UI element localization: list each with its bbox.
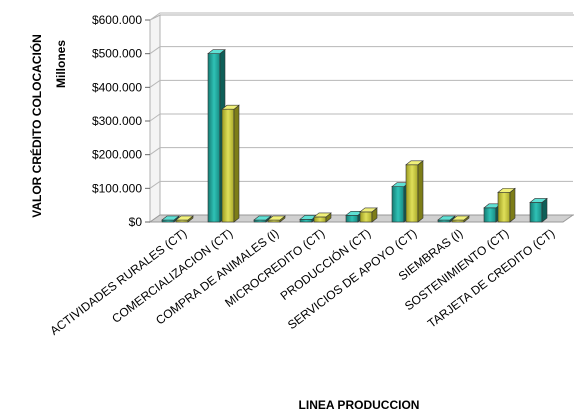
bar-top [161,215,180,221]
bar-top [313,212,332,218]
bar-top [437,215,456,221]
bar-front [207,53,221,223]
bar [359,207,378,223]
bar [313,212,332,223]
bar-front [529,202,543,223]
y-axis-title: VALOR CRÉDITO COLOCACIÓN [29,34,44,218]
y-tick-label: $500.000 [92,47,142,61]
bar-front [483,207,497,223]
bar-top [267,215,286,221]
y-tick-label: $300.000 [92,114,142,128]
bar-top [253,215,272,221]
bar-side [233,104,240,223]
x-axis-title: LINEA PRODUCCION [299,398,420,412]
gridline [149,147,573,156]
bar-top [221,104,240,110]
gridline [149,46,573,55]
gridline [149,12,573,21]
bar-top [497,188,516,193]
bar [529,197,548,223]
bars [161,49,548,223]
bar-top [451,215,470,221]
y-tick-label: $0 [129,215,143,229]
bar-front [299,219,313,223]
bar-top [405,160,424,166]
bar-front [221,108,235,223]
y-tick-label: $200.000 [92,148,142,162]
bar [253,215,272,223]
bar-front [359,211,373,223]
bar-side [417,160,424,223]
side-wall [149,14,161,223]
gridline [149,113,573,122]
y-tick-label: $600.000 [92,13,142,27]
bar [405,160,424,223]
y-tick-label: $100.000 [92,181,142,195]
y-axis-unit: Millones [54,40,68,88]
bar [221,104,240,223]
bar-side [509,187,516,223]
bar [161,215,180,223]
y-axis-ticks: $0 $100.000 $200.000 $300.000 $400.000 $500.0… [92,13,150,229]
y-tick-label: $400.000 [92,80,142,94]
bar-front [313,216,327,223]
bar-front [405,164,419,223]
bar [497,187,516,223]
gridline [149,79,573,88]
bar [451,215,470,223]
bar [267,215,286,223]
bar-front [497,192,511,223]
bar-top [529,198,548,203]
bar [175,215,194,223]
gridlines [149,12,573,189]
bar-front [391,186,405,223]
bar-top [359,207,378,213]
bar-top [175,215,194,221]
bar-top [207,49,226,54]
x-axis-categories: ACTIVIDADES RURALES (CT)COMERCIALIZACION… [47,225,557,338]
gridline [149,180,573,189]
bar-front [345,214,359,223]
